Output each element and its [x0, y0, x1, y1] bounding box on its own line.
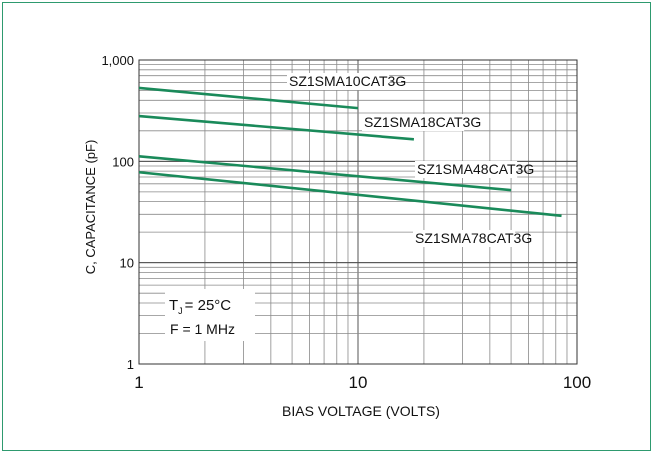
x-tick-label: 10 — [349, 373, 368, 392]
series-label: SZ1SMA10CAT3G — [289, 73, 406, 89]
x-tick-label: 1 — [134, 373, 143, 392]
tj-annotation: TJ = 25°C — [169, 297, 231, 316]
series-line — [138, 170, 562, 218]
series-label-bg — [415, 161, 518, 178]
frequency-annotation: F = 1 MHz — [170, 321, 235, 337]
y-tick-label: 1 — [127, 357, 134, 372]
series-label-bg — [413, 230, 516, 247]
y-tick-label: 10 — [120, 256, 134, 271]
conditions-annotation: TJ = 25°C F = 1 MHz — [165, 289, 255, 341]
series-labels: SZ1SMA10CAT3G SZ1SMA18CAT3G SZ1SMA48CAT3G S… — [287, 73, 534, 247]
plot-border — [138, 59, 578, 365]
series-label: SZ1SMA18CAT3G — [364, 114, 481, 130]
series-line — [138, 114, 415, 141]
x-tick-labels: 1 10 100 — [134, 373, 591, 392]
x-tick-label: 100 — [563, 373, 591, 392]
series-label-bg — [287, 73, 390, 90]
y-tick-label: 100 — [112, 154, 134, 169]
capacitance-chart: SZ1SMA10CAT3G SZ1SMA18CAT3G SZ1SMA48CAT3G S… — [83, 53, 591, 419]
series-line — [138, 86, 359, 110]
x-axis-label: BIAS VOLTAGE (VOLTS) — [282, 403, 440, 419]
series-line — [138, 155, 512, 192]
series-label-bg — [362, 114, 465, 131]
y-tick-label: 1,000 — [101, 53, 134, 68]
series-lines — [138, 86, 562, 218]
chart-frame: SZ1SMA10CAT3G SZ1SMA18CAT3G SZ1SMA48CAT3G S… — [2, 2, 651, 451]
y-axis-label: C, CAPACITANCE (pF) — [83, 140, 98, 275]
y-tick-labels: 1 10 100 1,000 — [101, 53, 134, 372]
series-label: SZ1SMA78CAT3G — [415, 230, 532, 246]
series-label: SZ1SMA48CAT3G — [417, 161, 534, 177]
